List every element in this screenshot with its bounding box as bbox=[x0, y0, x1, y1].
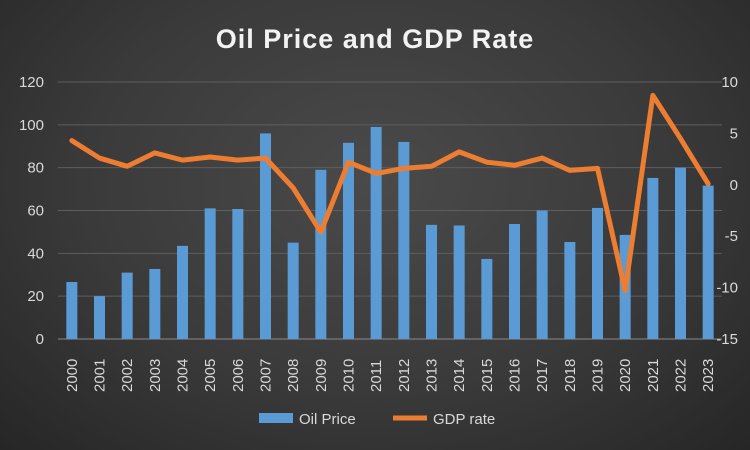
y-right-tick-label: 10 bbox=[721, 74, 738, 91]
y-right-tick-label: -15 bbox=[716, 331, 738, 348]
x-tick-label: 2000 bbox=[64, 359, 81, 392]
x-tick-label: 2023 bbox=[700, 359, 717, 392]
point-gdp-rate-2012 bbox=[402, 167, 405, 170]
point-gdp-rate-2007 bbox=[264, 157, 267, 160]
x-tick-label: 2022 bbox=[673, 359, 690, 392]
y-left-tick-label: 0 bbox=[36, 331, 44, 348]
y-left-tick-label: 100 bbox=[19, 117, 44, 134]
x-tick-label: 2004 bbox=[175, 359, 192, 392]
point-gdp-rate-2010 bbox=[347, 161, 350, 164]
point-gdp-rate-2006 bbox=[236, 159, 239, 162]
x-tick-label: 2006 bbox=[230, 359, 247, 392]
point-gdp-rate-2018 bbox=[568, 169, 571, 172]
x-tick-label: 2009 bbox=[313, 359, 330, 392]
point-gdp-rate-2013 bbox=[430, 165, 433, 168]
x-tick-label: 2002 bbox=[119, 359, 136, 392]
bar-oil-price-2008 bbox=[287, 242, 299, 339]
point-gdp-rate-2021 bbox=[651, 94, 654, 97]
x-tick-label: 2018 bbox=[562, 359, 579, 392]
bar-oil-price-2019 bbox=[592, 207, 603, 339]
x-tick-label: 2016 bbox=[507, 359, 524, 392]
point-gdp-rate-2015 bbox=[485, 161, 488, 164]
y-right-tick-label: 5 bbox=[730, 125, 738, 142]
point-gdp-rate-2023 bbox=[707, 182, 710, 185]
legend-swatch-oil-price bbox=[259, 413, 293, 423]
chart-title: Oil Price and GDP Rate bbox=[216, 24, 535, 54]
bar-oil-price-2007 bbox=[260, 133, 271, 339]
bar-oil-price-2021 bbox=[647, 177, 659, 339]
x-tick-label: 2005 bbox=[202, 359, 219, 392]
x-tick-label: 2003 bbox=[147, 359, 164, 392]
point-gdp-rate-2004 bbox=[181, 159, 184, 162]
bar-oil-price-2005 bbox=[204, 208, 216, 339]
y-right-tick-label: -5 bbox=[725, 228, 738, 245]
x-tick-label: 2020 bbox=[617, 359, 634, 392]
point-gdp-rate-2001 bbox=[98, 157, 101, 160]
point-gdp-rate-2009 bbox=[319, 231, 322, 234]
bar-oil-price-2023 bbox=[702, 185, 714, 339]
y-left-tick-label: 20 bbox=[27, 288, 44, 305]
x-tick-label: 2010 bbox=[341, 359, 358, 392]
point-gdp-rate-2022 bbox=[679, 137, 682, 140]
bar-oil-price-2001 bbox=[94, 296, 105, 339]
bar-oil-price-2006 bbox=[232, 209, 244, 339]
point-gdp-rate-2002 bbox=[126, 165, 129, 168]
bar-oil-price-2014 bbox=[453, 225, 465, 339]
x-tick-label: 2013 bbox=[424, 359, 441, 392]
x-tick-label: 2021 bbox=[645, 359, 662, 392]
point-gdp-rate-2019 bbox=[596, 167, 599, 170]
point-gdp-rate-2003 bbox=[153, 151, 156, 154]
bar-oil-price-2016 bbox=[509, 223, 520, 339]
x-tick-label: 2011 bbox=[368, 360, 385, 392]
point-gdp-rate-2008 bbox=[292, 186, 295, 189]
x-tick-label: 2001 bbox=[92, 359, 109, 392]
y-left-tick-label: 120 bbox=[19, 74, 44, 91]
point-gdp-rate-2014 bbox=[458, 150, 461, 153]
legend-label-oil-price: Oil Price bbox=[299, 411, 356, 428]
x-tick-label: 2017 bbox=[534, 359, 551, 392]
x-tick-label: 2007 bbox=[258, 359, 275, 392]
y-left-tick-label: 40 bbox=[27, 245, 44, 262]
point-gdp-rate-2016 bbox=[513, 164, 516, 167]
x-tick-label: 2008 bbox=[285, 359, 302, 392]
point-gdp-rate-2020 bbox=[624, 289, 627, 292]
x-tick-label: 2014 bbox=[451, 359, 468, 392]
bar-oil-price-2013 bbox=[426, 224, 437, 339]
bar-oil-price-2012 bbox=[398, 141, 410, 339]
bar-oil-price-2002 bbox=[121, 272, 133, 339]
bar-oil-price-2015 bbox=[481, 258, 493, 339]
legend: Oil Price GDP rate bbox=[259, 411, 495, 428]
bar-oil-price-2004 bbox=[177, 245, 188, 339]
y-right-tick-label: -10 bbox=[716, 280, 738, 297]
bar-oil-price-2010 bbox=[343, 142, 354, 339]
y-right-tick-label: 0 bbox=[730, 177, 738, 194]
x-tick-label: 2015 bbox=[479, 359, 496, 392]
point-gdp-rate-2011 bbox=[375, 172, 378, 175]
bar-oil-price-2011 bbox=[370, 126, 382, 339]
bar-oil-price-2003 bbox=[149, 268, 161, 339]
x-tick-label: 2019 bbox=[590, 359, 607, 392]
bar-oil-price-2000 bbox=[66, 282, 78, 339]
legend-label-gdp-rate: GDP rate bbox=[433, 411, 495, 428]
point-gdp-rate-2005 bbox=[209, 156, 212, 159]
bar-oil-price-2018 bbox=[564, 241, 576, 339]
bar-oil-price-2009 bbox=[315, 169, 327, 339]
x-tick-label: 2012 bbox=[396, 359, 413, 392]
y-left-tick-label: 60 bbox=[27, 203, 44, 220]
bar-oil-price-2022 bbox=[675, 167, 686, 339]
y-left-tick-label: 80 bbox=[27, 160, 44, 177]
line-gdp-rate bbox=[69, 92, 711, 294]
point-gdp-rate-2017 bbox=[541, 157, 544, 160]
point-gdp-rate-2000 bbox=[70, 139, 73, 142]
bar-oil-price-2017 bbox=[536, 210, 548, 339]
